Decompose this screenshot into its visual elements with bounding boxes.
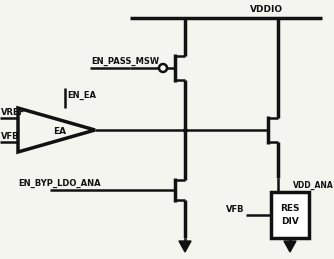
- Text: RES: RES: [280, 204, 300, 213]
- Text: EN_PASS_MSW: EN_PASS_MSW: [91, 57, 159, 66]
- Text: VFB: VFB: [225, 205, 244, 214]
- Text: DIV: DIV: [281, 217, 299, 226]
- Text: EN_BYP_LDO_ANA: EN_BYP_LDO_ANA: [18, 179, 101, 188]
- Text: VDDIO: VDDIO: [250, 5, 284, 14]
- Text: EN_EA: EN_EA: [67, 90, 96, 99]
- Bar: [271, 192, 309, 238]
- Polygon shape: [179, 241, 191, 252]
- Text: VREF: VREF: [1, 108, 25, 117]
- Text: EA: EA: [53, 127, 66, 136]
- Text: VFB: VFB: [1, 132, 19, 141]
- Text: VDD_ANA: VDD_ANA: [293, 181, 334, 190]
- Polygon shape: [284, 241, 296, 252]
